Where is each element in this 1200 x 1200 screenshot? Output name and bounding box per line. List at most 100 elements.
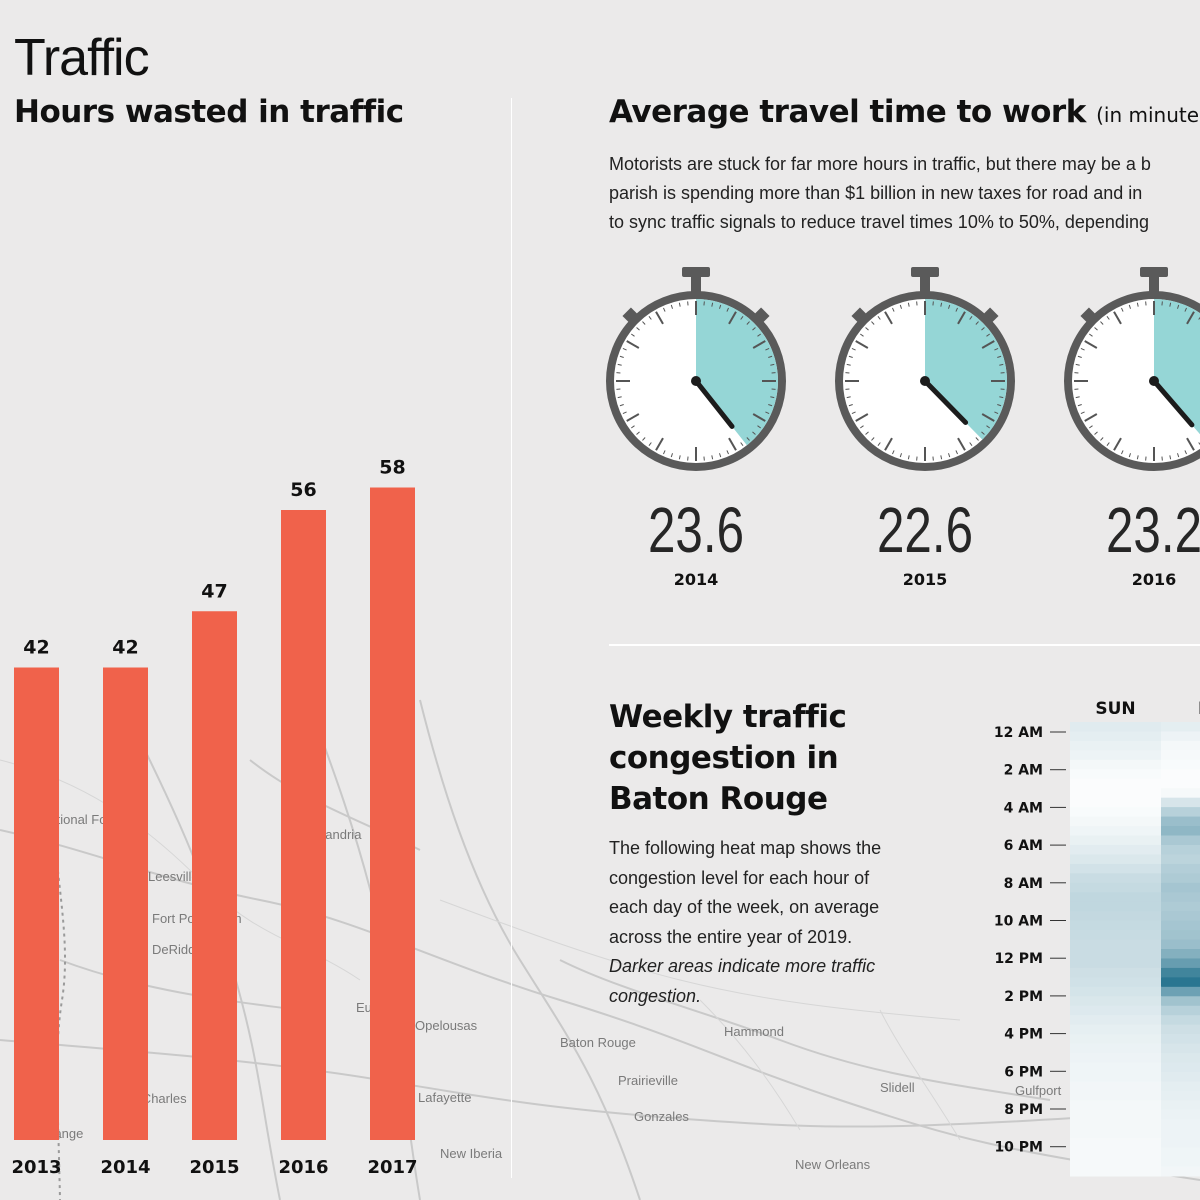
desc-line: congestion level for each hour of [609,867,870,888]
dial-tick [765,348,770,351]
heatmap-hour-label: 8 AM [1004,876,1043,892]
dial-tick [768,404,773,407]
dial-tick [622,411,627,414]
hours-bar-chart: 42 2013 42 2014 47 2015 56 2016 58 2017 [11,457,417,1179]
dial-tick [981,340,995,349]
dial-tick [899,453,902,458]
dial-tick [955,450,958,455]
heatmap-cell [1161,977,1200,988]
heatmap-cell [1070,788,1162,799]
heatmap-cell [1161,740,1200,751]
map-label-baton-rouge: Baton Rouge [560,1035,636,1050]
dial-tick [1094,327,1098,331]
heatmap-cell [1161,901,1200,912]
heatmap-cell [1070,996,1162,1007]
dial-tick [871,437,875,441]
dial-tick [619,355,624,358]
heatmap-hour-label: 12 PM [994,951,1043,967]
heatmap-cell [1070,1053,1162,1063]
dial-tick [642,437,646,441]
dial-tick [855,340,869,349]
dial-tick [1084,413,1098,422]
dial-tick [899,304,902,309]
weekly-congestion-description: The following heat map shows the congest… [609,834,939,1011]
dial-tick [969,442,973,447]
dial-tick [619,404,624,407]
travel-time-year: 2016 [1132,570,1177,589]
dial-tick [678,455,681,460]
weekly-title-line: Weekly traffic [609,699,847,735]
map-label-new-iberia: New Iberia [440,1146,503,1161]
dial-tick [1186,437,1195,451]
heatmap-cell [1161,826,1200,836]
heatmap-cell [1070,1147,1162,1158]
heatmap-cell [1161,939,1200,950]
dial-tick [655,311,664,325]
stopwatch-hand [922,378,969,425]
heatmap-hour-label: 10 PM [994,1140,1043,1156]
dial-tick [630,425,635,429]
dial-tick [757,425,762,429]
heatmap-cell [1070,835,1162,846]
dial-tick [1113,311,1122,325]
map-label-gulfport: Gulfport [1015,1083,1062,1098]
map-label-opelousas: Opelousas [415,1018,478,1033]
heatmap-hour-label: 8 PM [1004,1102,1043,1118]
dial-tick [975,321,979,325]
bar-value-label: 42 [112,637,138,659]
dial-tick [846,363,851,366]
stopwatch-hand [1151,378,1195,428]
travel-time-stopwatch-chart: 23.6 2014 22.6 2015 23.2 2016 [606,267,1200,589]
heatmap-cell [1161,778,1200,789]
dial-tick [1077,355,1082,358]
dial-tick [636,431,640,435]
dial-tick [969,315,973,320]
x-tick-label: 2016 [278,1157,328,1178]
stopwatch-stem [691,275,701,293]
heatmap-cell [1070,750,1162,761]
heatmap-cell [1070,844,1162,855]
heatmap-hour-label: 6 PM [1004,1064,1043,1080]
heatmap-cell [1070,977,1162,988]
heatmap-cell [1070,1081,1162,1092]
map-label-hammond: Hammond [724,1024,784,1039]
dial-tick [626,340,640,349]
dial-tick [1184,307,1187,312]
bar-value-label: 47 [201,580,227,602]
dial-tick [986,425,991,429]
dial-tick [678,302,681,307]
desc-line: each day of the week, on average [609,897,880,917]
stopwatch-crown [1140,267,1168,277]
dial-tick [746,321,750,325]
dial-tick [997,355,1002,358]
dial-tick [1075,396,1080,399]
heatmap-cell [1161,769,1200,780]
dial-tick [726,307,729,312]
hours-chart-title: Hours wasted in traffic [14,94,404,130]
dial-tick [877,315,881,320]
dial-tick [871,321,875,325]
dial-tick [1100,321,1104,325]
stopwatch-pivot [920,376,930,386]
stopwatch-icon [1064,267,1200,471]
heatmap-cell [1070,1005,1162,1016]
x-tick-label: 2014 [100,1157,150,1178]
heatmap-hour-label: 12 AM [994,725,1043,741]
dial-tick [999,396,1004,399]
heatmap-cell [1161,892,1200,903]
heatmap-cell [1070,1138,1162,1149]
dial-tick [907,302,910,307]
bar-value-label: 56 [290,479,316,501]
dial-tick [884,311,893,325]
heatmap-hour-label: 10 AM [994,914,1043,930]
dial-tick [752,431,756,435]
heatmap-cell [1070,967,1162,978]
heatmap-cell [1161,1109,1200,1120]
dial-tick [955,307,958,312]
bar [281,510,326,1140]
stopwatch-pivot [1149,376,1159,386]
heatmap-cell [1161,1062,1200,1073]
dial-tick [859,425,864,429]
dial-tick [999,363,1004,366]
intro-line: Motorists are stuck for far more hours i… [609,154,1151,174]
